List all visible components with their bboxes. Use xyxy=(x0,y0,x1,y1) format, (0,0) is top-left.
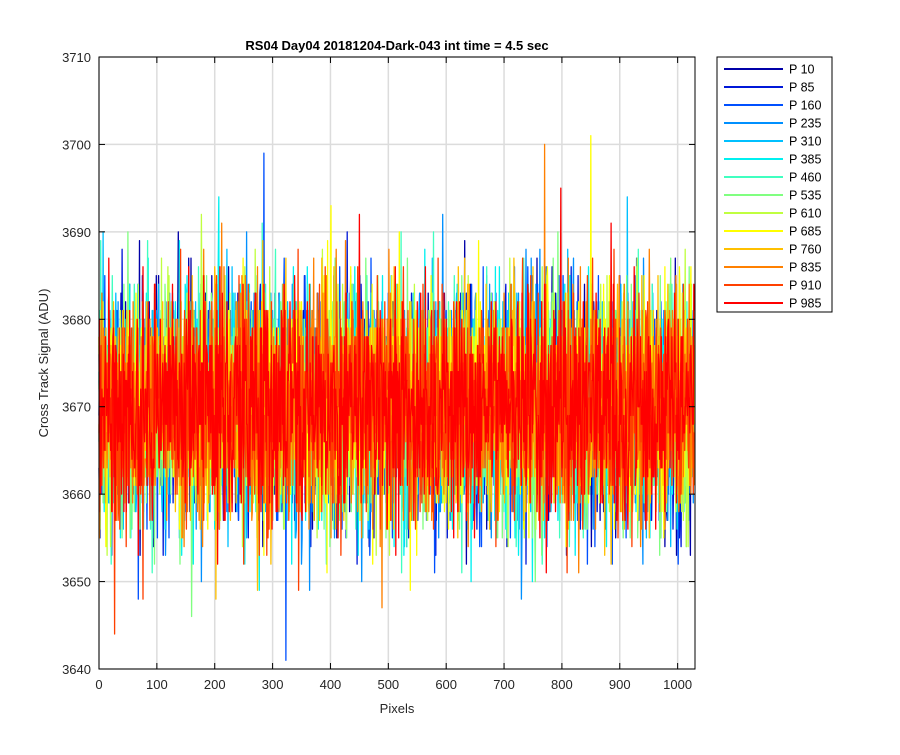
y-tick-label: 3650 xyxy=(62,575,91,590)
legend-label: P 910 xyxy=(789,279,821,293)
legend-label: P 760 xyxy=(789,243,821,257)
plot-frame xyxy=(98,56,696,670)
legend-label: P 835 xyxy=(789,261,821,275)
legend-label: P 985 xyxy=(789,297,821,311)
y-tick-label: 3700 xyxy=(62,137,91,152)
x-tick-label: 500 xyxy=(377,677,399,692)
series-lines xyxy=(98,135,696,661)
legend-label: P 85 xyxy=(789,81,815,95)
legend: P 10 P 85 P 160 P 235 P 310 P 385 P 460 P 535 P … xyxy=(716,56,833,313)
x-axis-label: Pixels xyxy=(380,701,415,716)
x-tick-label: 700 xyxy=(493,677,515,692)
x-tick-label: 0 xyxy=(95,677,102,692)
legend-box xyxy=(716,56,833,313)
legend-label: P 385 xyxy=(789,153,821,167)
x-tick-label: 900 xyxy=(609,677,631,692)
y-tick-label: 3710 xyxy=(62,50,91,65)
chart-title: RS04 Day04 20181204-Dark-043 int time = … xyxy=(245,38,548,53)
y-tick-label: 3670 xyxy=(62,400,91,415)
x-tick-label: 200 xyxy=(204,677,226,692)
legend-label: P 535 xyxy=(789,189,821,203)
y-tick-label: 3660 xyxy=(62,487,91,502)
y-tick-label: 3680 xyxy=(62,312,91,327)
legend-label: P 310 xyxy=(789,135,821,149)
legend-label: P 460 xyxy=(789,171,821,185)
y-axis-label: Cross Track Signal (ADU) xyxy=(36,289,51,438)
axis-ticks: 0 100 200 300 400 500 600 700 800 900 1000 3640 3650… xyxy=(62,50,695,692)
x-tick-label: 800 xyxy=(551,677,573,692)
legend-label: P 160 xyxy=(789,99,821,113)
x-tick-label: 100 xyxy=(146,677,168,692)
x-tick-label: 400 xyxy=(320,677,342,692)
x-tick-label: 600 xyxy=(435,677,457,692)
legend-label: P 685 xyxy=(789,225,821,239)
y-tick-label: 3640 xyxy=(62,662,91,677)
legend-label: P 235 xyxy=(789,117,821,131)
y-tick-label: 3690 xyxy=(62,225,91,240)
series-line xyxy=(98,187,696,574)
x-tick-label: 1000 xyxy=(663,677,692,692)
legend-label: P 610 xyxy=(789,207,821,221)
x-tick-label: 300 xyxy=(262,677,284,692)
legend-label: P 10 xyxy=(789,63,815,77)
